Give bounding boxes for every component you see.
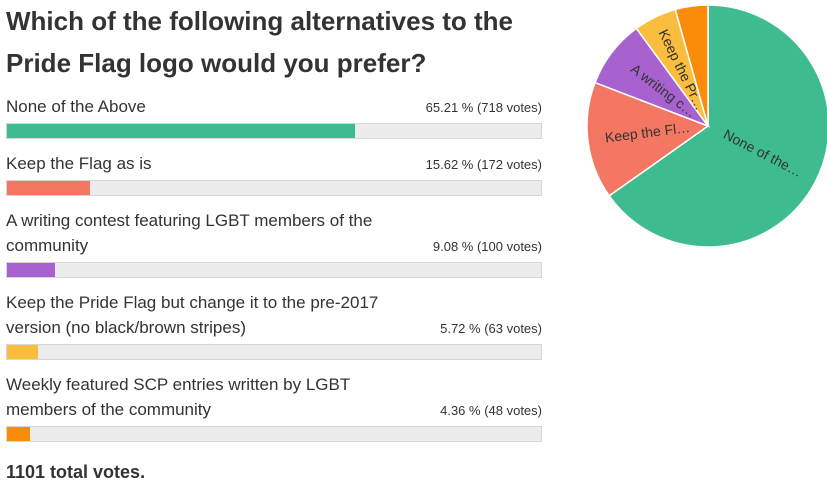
row-head: A writing contest featuring LGBT members… — [6, 208, 542, 258]
value-label: 9.08 % (100 votes) — [432, 239, 542, 254]
row-head: Keep the Pride Flag but change it to the… — [6, 290, 542, 340]
value-label: 15.62 % (172 votes) — [425, 157, 542, 172]
result-row: Keep the Flag as is 15.62 % (172 votes) — [6, 151, 542, 196]
bar — [7, 181, 91, 195]
option-label: Weekly featured SCP entries written by L… — [6, 375, 350, 419]
rows: None of the Above 65.21 % (718 votes) Keep… — [6, 94, 542, 442]
pie-slice — [674, 4, 709, 127]
bar-track — [6, 123, 542, 139]
pie-slice — [608, 4, 827, 248]
bar — [7, 427, 31, 441]
bar — [7, 124, 356, 138]
result-row: None of the Above 65.21 % (718 votes) — [6, 94, 542, 139]
option-label: Keep the Pride Flag but change it to the… — [6, 293, 379, 337]
value-label: 5.72 % (63 votes) — [440, 321, 542, 336]
row-head: Keep the Flag as is 15.62 % (172 votes) — [6, 151, 542, 176]
result-row: Weekly featured SCP entries written by L… — [6, 372, 542, 442]
option-label: None of the Above — [6, 97, 146, 116]
poll-title: Which of the following alternatives to t… — [6, 6, 514, 78]
option-label: A writing contest featuring LGBT members… — [6, 211, 373, 255]
bar — [7, 263, 56, 277]
option-label: Keep the Flag as is — [6, 154, 152, 173]
bar-track — [6, 426, 542, 442]
results: Which of the following alternatives to t… — [6, 0, 542, 483]
bar-track — [6, 344, 542, 360]
value-label: 4.36 % (48 votes) — [440, 403, 542, 418]
row-head: Weekly featured SCP entries written by L… — [6, 372, 542, 422]
bar-track — [6, 262, 542, 278]
result-row: Keep the Pride Flag but change it to the… — [6, 290, 542, 360]
result-row: A writing contest featuring LGBT members… — [6, 208, 542, 278]
bar — [7, 345, 38, 359]
row-head: None of the Above 65.21 % (718 votes) — [6, 94, 542, 119]
bar-track — [6, 180, 542, 196]
value-label: 65.21 % (718 votes) — [425, 100, 542, 115]
pie-chart: None of the…Keep the Fl…A writing c…Keep… — [586, 4, 827, 248]
total-votes: 1101 total votes. — [6, 462, 146, 482]
pie-slice — [586, 81, 710, 197]
